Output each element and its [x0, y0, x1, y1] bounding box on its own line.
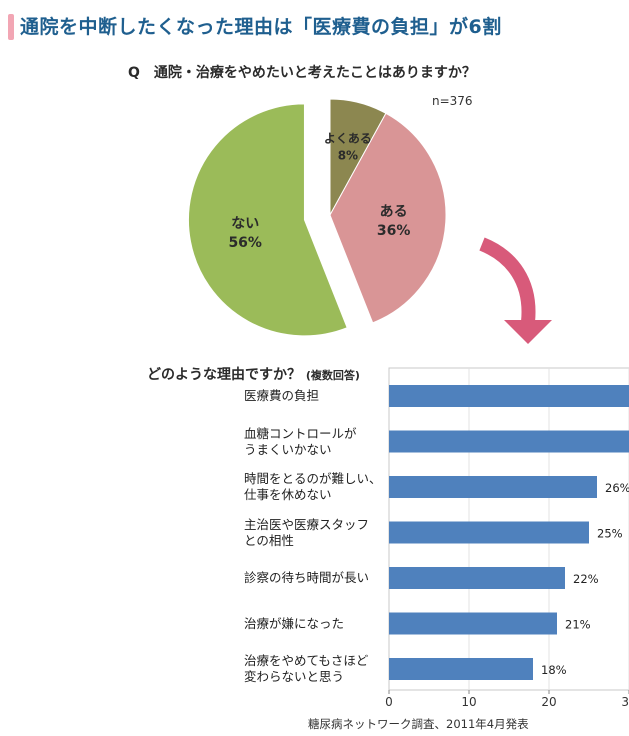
bar-chart-title: どのような理由ですか？ (複数回答) — [147, 364, 360, 384]
arrow-shaft — [479, 237, 536, 323]
category-label-4: 診察の待ち時間が長い — [244, 570, 386, 586]
category-label-line: 時間をとるのが難しい、 — [244, 471, 382, 486]
pie-slice-value-0: 8% — [338, 148, 358, 162]
x-tick-label: 20 — [541, 695, 556, 709]
category-label-6: 治療をやめてもさほど 変わらないと思う — [244, 653, 386, 685]
category-label-line: との相性 — [244, 532, 294, 548]
category-label-1: 血糖コントロールが うまくいかない — [244, 426, 386, 458]
pie-slice-label-0: よくある — [324, 131, 372, 145]
bar-5 — [389, 612, 557, 635]
pie-slice-2 — [188, 103, 348, 337]
category-label-line: 治療をやめてもさほど — [244, 653, 369, 668]
page-heading: 通院を中断したくなった理由は「医療費の負担」が6割 — [20, 16, 502, 38]
category-label-0: 医療費の負担 — [244, 388, 386, 404]
x-tick-label: 0 — [385, 695, 393, 709]
pie-slice-value-2: 56% — [228, 235, 262, 251]
pie-question: Q 通院・治療をやめたいと考えたことはありますか？ — [128, 65, 476, 81]
pie-slice-label-2: ない — [231, 216, 259, 232]
bar-3 — [389, 521, 589, 544]
bar-chart-title-main: どのような理由ですか？ — [147, 367, 301, 383]
sample-size: n=376 — [432, 94, 473, 108]
x-tick-label: 10 — [461, 695, 476, 709]
bar-chart-subtitle: (複数回答) — [305, 369, 360, 382]
bar-4 — [389, 567, 565, 589]
heading-accent-bar — [8, 14, 14, 40]
pie-slice-value-1: 36% — [377, 223, 411, 239]
bar-0 — [389, 385, 629, 407]
pie-slice-label-1: ある — [380, 204, 408, 220]
source-note: 糖尿病ネットワーク調査、2011年4月発表 — [308, 717, 529, 731]
arrow-head-icon — [504, 320, 552, 344]
pie-slice-1 — [329, 112, 447, 324]
category-label-2: 時間をとるのが難しい、 仕事を休めない — [244, 471, 386, 503]
category-label-line: うまくいかない — [244, 441, 332, 457]
bar-value-label-2: 26% — [605, 481, 629, 495]
category-label-line: 主治医や医療スタッフ — [244, 516, 370, 532]
category-label-5: 治療が嫌になった — [244, 616, 386, 632]
category-label-line: 血糖コントロールが — [244, 425, 357, 441]
category-label-line: 診察の待ち時間が長い — [244, 570, 370, 585]
bar-2 — [389, 476, 597, 498]
category-label-line: 治療が嫌になった — [244, 615, 345, 631]
bar-value-label-5: 21% — [565, 618, 591, 632]
bar-6 — [389, 658, 533, 680]
category-label-line: 変わらないと思う — [244, 669, 345, 684]
x-tick-label: 30 — [621, 695, 629, 709]
category-label-line: 医療費の負担 — [244, 388, 320, 403]
bar-value-label-4: 22% — [573, 572, 599, 586]
bar-value-label-6: 18% — [541, 663, 567, 677]
category-label-line: 仕事を休めない — [244, 487, 332, 502]
bar-value-label-3: 25% — [597, 527, 623, 541]
bar-1 — [389, 430, 629, 453]
category-label-3: 主治医や医療スタッフ との相性 — [244, 517, 386, 549]
